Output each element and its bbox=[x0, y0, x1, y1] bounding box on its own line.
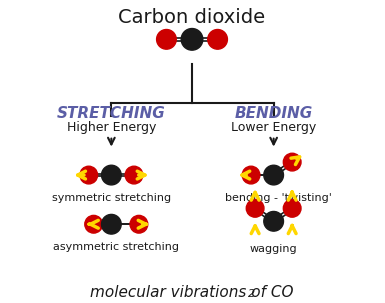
Circle shape bbox=[181, 28, 203, 50]
Circle shape bbox=[283, 199, 301, 217]
Circle shape bbox=[264, 211, 283, 231]
Text: Higher Energy: Higher Energy bbox=[67, 121, 156, 134]
Text: BENDING: BENDING bbox=[234, 106, 313, 121]
Circle shape bbox=[242, 166, 260, 184]
Text: Carbon dioxide: Carbon dioxide bbox=[119, 8, 266, 27]
Circle shape bbox=[157, 29, 176, 49]
Circle shape bbox=[85, 215, 102, 233]
Text: molecular vibrations of CO: molecular vibrations of CO bbox=[90, 285, 294, 300]
Circle shape bbox=[246, 199, 264, 217]
Text: bending - 'twisting': bending - 'twisting' bbox=[225, 193, 332, 203]
Circle shape bbox=[80, 166, 97, 184]
Circle shape bbox=[125, 166, 143, 184]
Text: STRETCHING: STRETCHING bbox=[57, 106, 166, 121]
Circle shape bbox=[130, 215, 148, 233]
Text: 2: 2 bbox=[248, 289, 254, 299]
Circle shape bbox=[102, 215, 121, 234]
Circle shape bbox=[283, 153, 301, 171]
Circle shape bbox=[208, 29, 228, 49]
Circle shape bbox=[264, 165, 283, 185]
Text: Lower Energy: Lower Energy bbox=[231, 121, 316, 134]
Text: wagging: wagging bbox=[250, 244, 298, 254]
Text: asymmetric stretching: asymmetric stretching bbox=[53, 242, 179, 252]
Circle shape bbox=[102, 165, 121, 185]
Text: symmetric stretching: symmetric stretching bbox=[52, 193, 171, 203]
